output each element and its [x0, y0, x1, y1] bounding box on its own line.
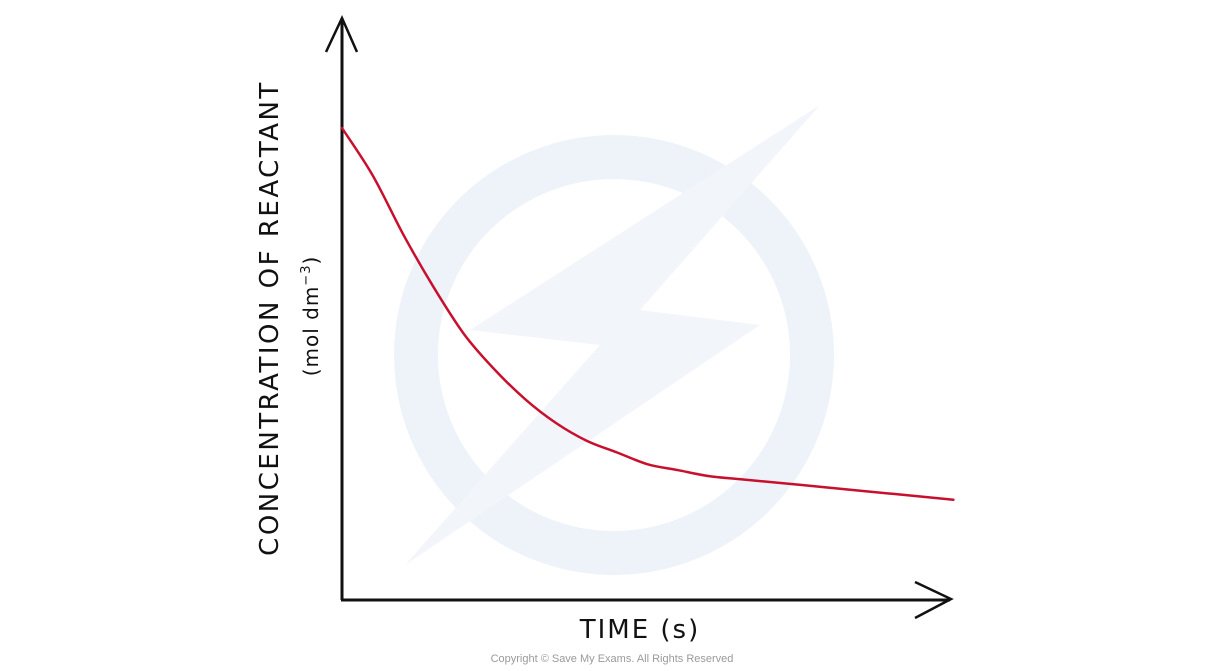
- y-axis-units-base: (mol dm: [299, 286, 323, 377]
- x-axis-arrowhead-icon: [914, 580, 954, 620]
- y-axis-units: (mol dm−3): [299, 256, 323, 377]
- y-axis-label: CONCENTRATION OF REACTANT: [255, 80, 285, 556]
- y-axis-units-close: ): [299, 256, 323, 265]
- y-axis-units-superscript: −3: [299, 265, 314, 286]
- x-axis-label: TIME (s): [579, 615, 701, 645]
- watermark: [394, 105, 834, 575]
- axes: [324, 14, 954, 620]
- y-axis-arrowhead-icon: [324, 14, 359, 53]
- watermark-ring-icon: [394, 135, 834, 575]
- copyright-text: Copyright © Save My Exams. All Rights Re…: [491, 653, 734, 665]
- lightning-bolt-icon: [405, 105, 820, 565]
- series-line-concentration: [340, 126, 955, 501]
